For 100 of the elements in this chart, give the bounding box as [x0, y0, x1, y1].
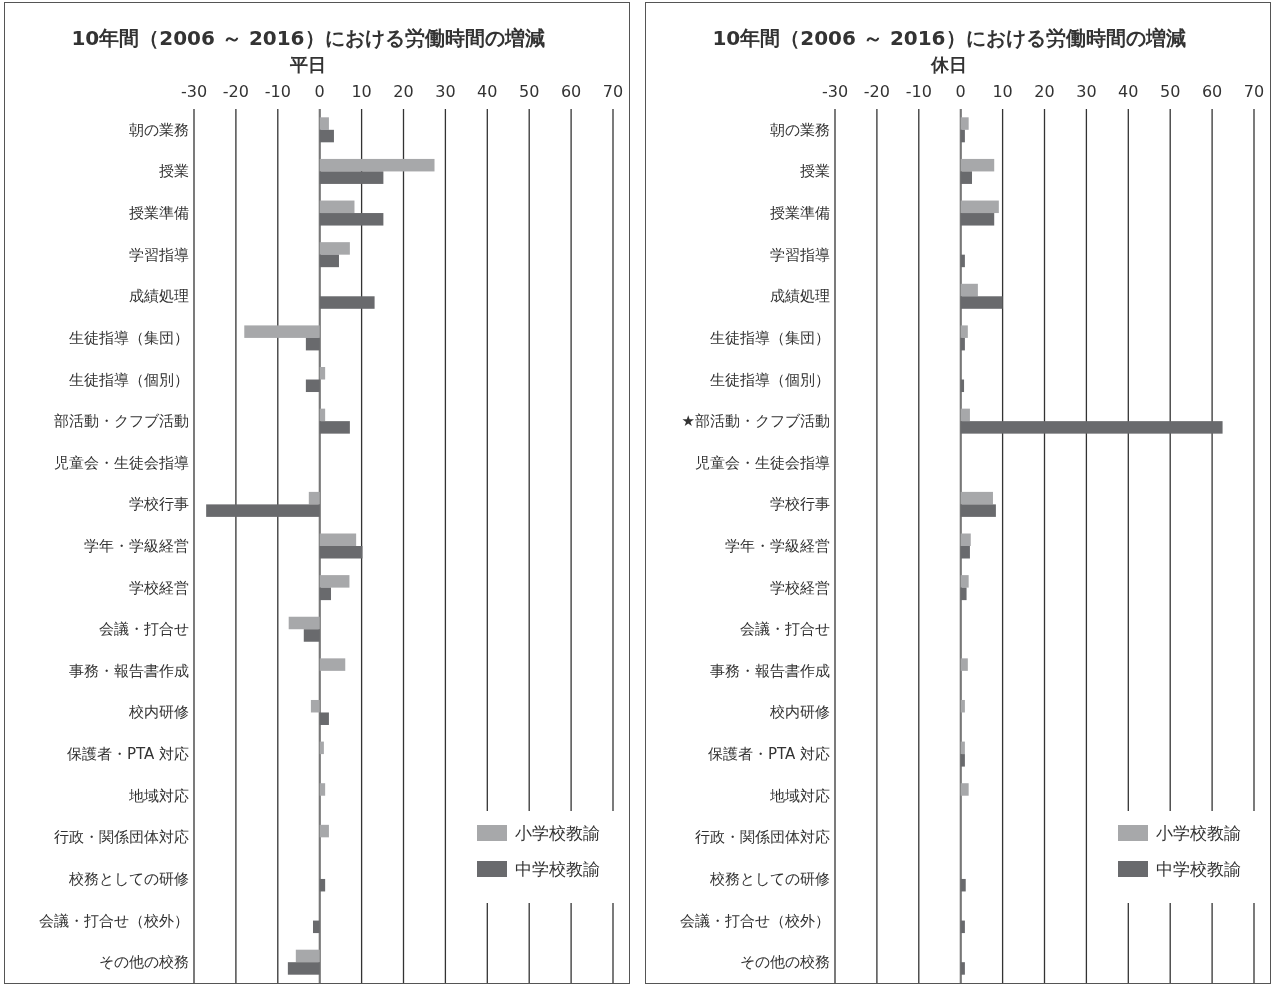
x-tick-label: 0	[955, 82, 966, 101]
bar	[303, 629, 320, 642]
y-tick-label: 校務としての研修	[709, 869, 830, 888]
y-tick-label: 地域対応	[769, 786, 830, 805]
x-tick-label: 60	[560, 82, 582, 101]
bar	[960, 783, 969, 796]
bar	[960, 296, 1003, 309]
y-tick-label: 学年・学級経営	[84, 537, 189, 555]
bar	[319, 783, 326, 796]
bar	[319, 117, 329, 130]
bar	[960, 587, 967, 601]
bar	[960, 658, 968, 671]
bar	[960, 254, 965, 268]
y-tick-label: 行政・関係団体対応	[695, 828, 830, 847]
y-tick-label: 事務・報告書作成	[69, 661, 189, 680]
y-tick-label: 朝の業務	[129, 120, 189, 139]
bar	[960, 171, 973, 184]
bar	[960, 421, 1223, 434]
chart-subtitle: 平日	[289, 54, 326, 75]
y-tick-label: 生徒指導（個別）	[69, 370, 189, 389]
bar	[960, 129, 965, 143]
bar	[319, 421, 350, 434]
x-tick-label: -20	[222, 82, 249, 101]
bar	[960, 337, 965, 351]
bar	[287, 962, 320, 975]
x-tick-label: 0	[314, 82, 325, 101]
x-tick-label: -10	[905, 82, 932, 101]
x-tick-label: 40	[477, 82, 498, 101]
y-tick-label: 成績処理	[129, 287, 189, 306]
bar	[319, 658, 346, 671]
bar	[319, 367, 326, 380]
bar	[960, 408, 970, 422]
bar	[960, 158, 995, 172]
y-tick-label: 授業	[800, 162, 830, 181]
y-tick-label: 学校経営	[770, 578, 830, 597]
legend-label: 小学校教諭	[1156, 823, 1241, 843]
bar	[319, 171, 384, 184]
bar	[310, 699, 320, 713]
bar	[305, 379, 320, 393]
y-tick-label: 学校行事	[129, 495, 189, 514]
x-tick-label: 70	[1243, 82, 1265, 101]
x-tick-label: 70	[602, 82, 624, 101]
y-tick-label: 校内研修	[769, 703, 830, 722]
y-tick-label: 会議・打合せ（校外）	[39, 911, 189, 930]
bar	[295, 949, 320, 963]
chart-title: 10年間（2006 ～ 2016）における労働時間の増減	[712, 26, 1186, 50]
y-tick-label: 学年・学級経営	[725, 537, 830, 555]
y-tick-label: 保護者・PTA 対応	[707, 745, 830, 764]
y-tick-label: 生徒指導（集団）	[69, 328, 189, 347]
bar	[319, 254, 339, 268]
bar	[960, 491, 993, 505]
bar	[313, 920, 320, 934]
bar	[319, 575, 350, 588]
bar	[960, 283, 978, 297]
y-tick-label: 児童会・生徒会指導	[695, 453, 830, 472]
chart-subtitle: 休日	[930, 54, 967, 75]
x-tick-label: 30	[435, 82, 456, 101]
y-tick-label: 地域対応	[128, 786, 189, 805]
bar	[319, 242, 350, 255]
x-tick-label: 30	[1076, 82, 1097, 101]
bar	[319, 587, 332, 601]
bar	[319, 824, 329, 838]
x-tick-label: -10	[264, 82, 291, 101]
y-tick-label: 成績処理	[770, 287, 830, 306]
y-tick-label: その他の校務	[740, 953, 830, 972]
bar	[288, 616, 320, 630]
bar	[960, 213, 995, 226]
y-tick-label: 生徒指導（集団）	[710, 328, 830, 347]
x-tick-label: -30	[180, 82, 208, 101]
legend-label: 中学校教諭	[1156, 859, 1241, 879]
y-tick-label: 授業準備	[129, 204, 189, 223]
bar	[244, 325, 320, 338]
x-tick-label: 50	[1160, 82, 1181, 101]
y-tick-label: 校務としての研修	[68, 869, 189, 888]
bar	[960, 741, 965, 755]
bar	[308, 491, 320, 505]
x-tick-label: -30	[821, 82, 849, 101]
y-tick-label: 学習指導	[770, 245, 830, 264]
y-tick-label: 児童会・生徒会指導	[54, 453, 189, 472]
bar	[960, 546, 970, 559]
bar	[960, 117, 969, 130]
y-tick-label: 学校行事	[770, 495, 830, 514]
bar	[960, 325, 968, 338]
y-tick-label: その他の校務	[99, 953, 189, 972]
x-tick-label: 60	[1201, 82, 1223, 101]
chart-title: 10年間（2006 ～ 2016）における労働時間の増減	[71, 26, 545, 50]
y-tick-label: 授業	[159, 162, 189, 181]
bar	[319, 546, 363, 559]
y-tick-label: ★部活動・クフブ活動	[681, 412, 830, 431]
bar	[960, 200, 999, 214]
legend-label: 中学校教諭	[515, 859, 600, 879]
x-tick-label: -20	[863, 82, 890, 101]
y-tick-label: 朝の業務	[770, 120, 830, 139]
y-tick-label: 学習指導	[129, 245, 189, 264]
bar	[319, 200, 355, 214]
bar	[319, 213, 384, 226]
y-tick-label: 授業準備	[770, 204, 830, 223]
bar	[960, 699, 965, 713]
x-tick-label: 50	[519, 82, 540, 101]
y-tick-label: 行政・関係団体対応	[54, 828, 189, 847]
